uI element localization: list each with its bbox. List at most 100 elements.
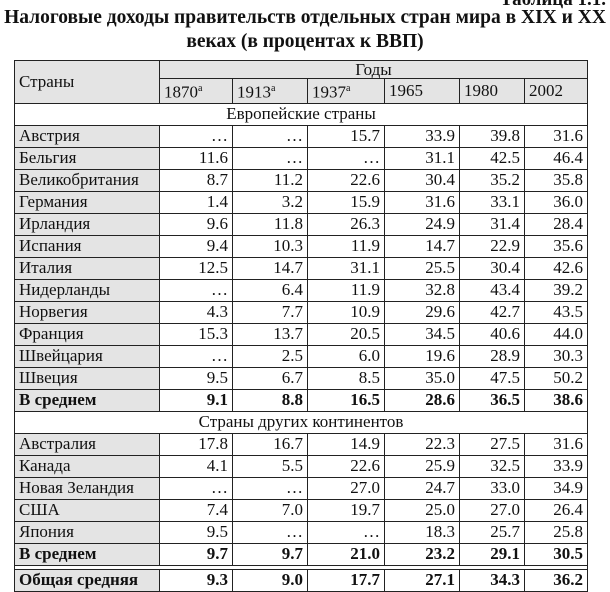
year-header: 1913a <box>232 78 308 104</box>
value-cell: … <box>159 124 233 148</box>
average-row: В среднем 9.1 8.8 16.5 28.6 36.5 38.6 <box>14 388 588 412</box>
value-cell: 15.9 <box>307 190 385 214</box>
country-cell: Норвегия <box>14 300 160 324</box>
value-cell: 8.5 <box>307 366 385 390</box>
value-cell: 43.5 <box>524 300 588 324</box>
value-cell: 22.9 <box>459 234 525 258</box>
value-cell: 7.7 <box>232 300 308 324</box>
value-cell: 25.7 <box>459 520 525 544</box>
value-cell: 11.8 <box>232 212 308 236</box>
value-cell: 15.3 <box>159 322 233 346</box>
value-cell: 22.6 <box>307 168 385 192</box>
value-cell: 33.9 <box>524 454 588 478</box>
year-label: 1937 <box>312 82 346 102</box>
value-cell: 40.6 <box>459 322 525 346</box>
value-cell: 10.3 <box>232 234 308 258</box>
table-row: Ирландия 9.6 11.8 26.3 24.9 31.4 28.4 <box>14 212 588 236</box>
table-label: Таблица 1.1. <box>500 0 606 11</box>
country-cell: Италия <box>14 256 160 280</box>
value-cell: 9.6 <box>159 212 233 236</box>
value-cell: 16.5 <box>307 388 385 412</box>
table-row: Франция 15.3 13.7 20.5 34.5 40.6 44.0 <box>14 322 588 346</box>
value-cell: 33.0 <box>459 476 525 500</box>
country-cell: Канада <box>14 454 160 478</box>
value-cell: 33.9 <box>384 124 460 148</box>
value-cell: 10.9 <box>307 300 385 324</box>
value-cell: 31.6 <box>384 190 460 214</box>
tax-revenue-table: Страны Годы 1870a 1913a 1937a 1965 1980 2002 … <box>14 60 588 592</box>
value-cell: 14.7 <box>232 256 308 280</box>
value-cell: 29.1 <box>459 542 525 566</box>
table-row: Великобритания 8.7 11.2 22.6 30.4 35.2 35.8 <box>14 168 588 192</box>
country-cell: Австрия <box>14 124 160 148</box>
value-cell: 24.7 <box>384 476 460 500</box>
value-cell: 29.6 <box>384 300 460 324</box>
value-cell: 44.0 <box>524 322 588 346</box>
section-title: Европейские страны <box>14 102 588 126</box>
value-cell: 36.5 <box>459 388 525 412</box>
value-cell: 34.9 <box>524 476 588 500</box>
value-cell: 9.5 <box>159 366 233 390</box>
table-row: Новая Зеландия…… 27.0 24.7 33.0 34.9 <box>14 476 588 500</box>
year-label: 1965 <box>389 80 423 100</box>
value-cell: 27.0 <box>459 498 525 522</box>
value-cell: … <box>232 124 308 148</box>
value-cell: … <box>307 520 385 544</box>
value-cell: … <box>232 146 308 170</box>
value-cell: 43.4 <box>459 278 525 302</box>
country-cell: Япония <box>14 520 160 544</box>
value-cell: 11.9 <box>307 278 385 302</box>
country-column-header: Страны <box>14 60 160 104</box>
value-cell: 13.7 <box>232 322 308 346</box>
value-cell: 42.6 <box>524 256 588 280</box>
value-cell: 35.0 <box>384 366 460 390</box>
country-cell: Германия <box>14 190 160 214</box>
value-cell: 35.2 <box>459 168 525 192</box>
value-cell: 8.8 <box>232 388 308 412</box>
country-cell: Бельгия <box>14 146 160 170</box>
value-cell: 1.4 <box>159 190 233 214</box>
value-cell: 11.6 <box>159 146 233 170</box>
value-cell: 31.1 <box>307 256 385 280</box>
value-cell: 25.9 <box>384 454 460 478</box>
value-cell: 19.6 <box>384 344 460 368</box>
table-row: Испания 9.4 10.3 11.9 14.7 22.9 35.6 <box>14 234 588 258</box>
country-cell: Нидерланды <box>14 278 160 302</box>
value-cell: 9.7 <box>159 542 233 566</box>
table-row: Австрия…… 15.7 33.9 39.8 31.6 <box>14 124 588 148</box>
value-cell: 27.0 <box>307 476 385 500</box>
country-cell: Ирландия <box>14 212 160 236</box>
value-cell: 11.2 <box>232 168 308 192</box>
value-cell: 17.7 <box>307 568 385 592</box>
section-title: Страны других континентов <box>14 410 588 434</box>
value-cell: 14.7 <box>384 234 460 258</box>
country-cell: Общая средняя <box>14 568 160 592</box>
value-cell: 7.4 <box>159 498 233 522</box>
year-header: 1870a <box>159 78 233 104</box>
value-cell: 6.7 <box>232 366 308 390</box>
table-row: Бельгия 11.6…… 31.1 42.5 46.4 <box>14 146 588 170</box>
value-cell: 2.5 <box>232 344 308 368</box>
value-cell: 21.0 <box>307 542 385 566</box>
value-cell: 33.1 <box>459 190 525 214</box>
value-cell: 9.4 <box>159 234 233 258</box>
value-cell: 5.5 <box>232 454 308 478</box>
country-cell: Новая Зеландия <box>14 476 160 500</box>
value-cell: 4.1 <box>159 454 233 478</box>
year-label: 2002 <box>529 80 563 100</box>
value-cell: 6.4 <box>232 278 308 302</box>
footnote-mark: a <box>198 83 203 94</box>
value-cell: 20.5 <box>307 322 385 346</box>
value-cell: 50.2 <box>524 366 588 390</box>
year-header: 1937a <box>307 78 385 104</box>
section-row: Страны других континентов <box>14 410 588 434</box>
value-cell: 42.5 <box>459 146 525 170</box>
footnote-mark: a <box>271 83 276 94</box>
page-title: Налоговые доходы правительств отдельных … <box>4 7 606 52</box>
value-cell: 22.3 <box>384 432 460 456</box>
year-header: 1980 <box>459 78 525 104</box>
total-row: Общая средняя 9.3 9.0 17.7 27.1 34.3 36.2 <box>14 568 588 592</box>
year-header: 2002 <box>524 78 588 104</box>
year-label: 1980 <box>464 80 498 100</box>
years-group-header: Годы <box>159 60 588 79</box>
